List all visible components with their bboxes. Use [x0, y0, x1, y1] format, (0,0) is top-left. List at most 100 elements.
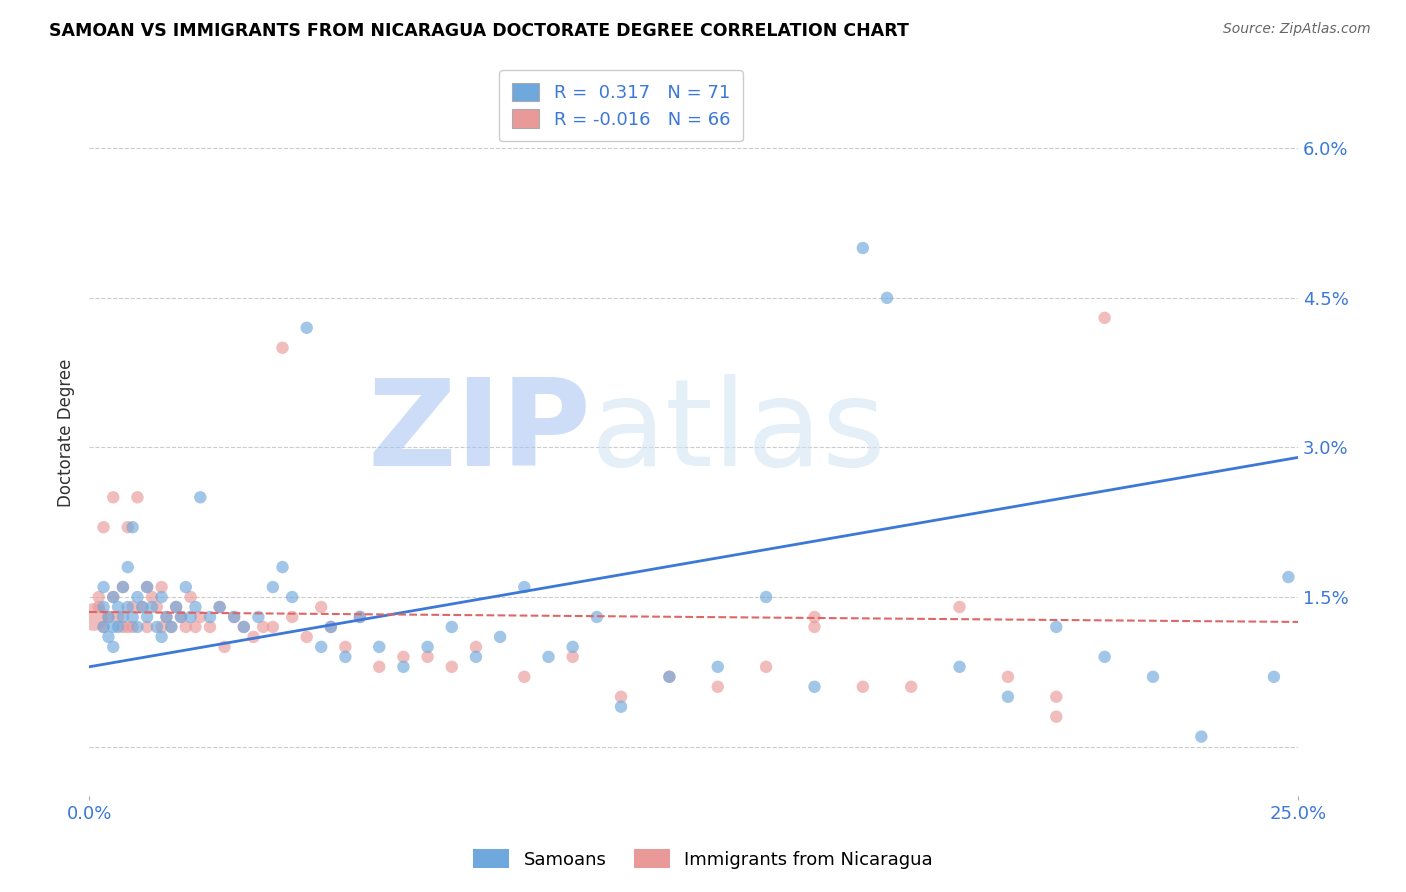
Point — [281, 610, 304, 624]
Point — [160, 620, 183, 634]
Point — [136, 620, 159, 634]
Point — [997, 690, 1019, 704]
Point — [103, 491, 125, 505]
Point — [111, 580, 134, 594]
Point — [803, 680, 825, 694]
Point — [658, 670, 681, 684]
Point — [93, 599, 115, 614]
Point — [1045, 620, 1067, 634]
Point — [97, 610, 120, 624]
Point — [392, 660, 415, 674]
Point — [513, 670, 536, 684]
Point — [440, 620, 463, 634]
Point — [97, 610, 120, 624]
Point — [87, 590, 110, 604]
Y-axis label: Doctorate Degree: Doctorate Degree — [58, 359, 75, 507]
Point — [150, 630, 173, 644]
Point — [416, 640, 439, 654]
Point — [184, 620, 207, 634]
Point — [136, 580, 159, 594]
Point — [103, 590, 125, 604]
Point — [309, 640, 332, 654]
Point — [586, 610, 609, 624]
Point — [174, 620, 197, 634]
Point — [252, 620, 274, 634]
Point — [131, 599, 153, 614]
Point — [107, 620, 129, 634]
Point — [247, 610, 270, 624]
Point — [103, 640, 125, 654]
Point — [141, 590, 163, 604]
Point — [262, 580, 284, 594]
Point — [146, 599, 169, 614]
Point — [1094, 649, 1116, 664]
Point — [127, 620, 149, 634]
Point — [271, 560, 294, 574]
Point — [262, 620, 284, 634]
Point — [121, 599, 143, 614]
Point — [136, 610, 159, 624]
Point — [188, 610, 211, 624]
Point — [335, 649, 357, 664]
Point — [755, 590, 778, 604]
Point — [852, 680, 875, 694]
Point — [876, 291, 898, 305]
Point — [1142, 670, 1164, 684]
Point — [170, 610, 193, 624]
Point — [107, 599, 129, 614]
Point — [335, 640, 357, 654]
Point — [83, 610, 105, 624]
Point — [271, 341, 294, 355]
Point — [170, 610, 193, 624]
Point — [117, 599, 139, 614]
Point — [93, 520, 115, 534]
Point — [111, 580, 134, 594]
Point — [1263, 670, 1285, 684]
Point — [127, 590, 149, 604]
Point — [117, 560, 139, 574]
Point — [852, 241, 875, 255]
Point — [489, 630, 512, 644]
Point — [281, 590, 304, 604]
Text: SAMOAN VS IMMIGRANTS FROM NICARAGUA DOCTORATE DEGREE CORRELATION CHART: SAMOAN VS IMMIGRANTS FROM NICARAGUA DOCT… — [49, 22, 910, 40]
Point — [127, 491, 149, 505]
Point — [165, 599, 187, 614]
Point — [537, 649, 560, 664]
Point — [948, 599, 970, 614]
Point — [1189, 730, 1212, 744]
Point — [561, 640, 583, 654]
Point — [150, 620, 173, 634]
Point — [349, 610, 371, 624]
Point — [610, 699, 633, 714]
Point — [87, 599, 110, 614]
Point — [610, 690, 633, 704]
Point — [561, 649, 583, 664]
Point — [392, 649, 415, 664]
Point — [111, 620, 134, 634]
Point — [121, 520, 143, 534]
Point — [513, 580, 536, 594]
Point — [117, 520, 139, 534]
Point — [1094, 310, 1116, 325]
Point — [117, 620, 139, 634]
Point — [165, 599, 187, 614]
Point — [232, 620, 254, 634]
Point — [180, 610, 202, 624]
Point — [465, 640, 488, 654]
Point — [160, 620, 183, 634]
Point — [706, 680, 728, 694]
Point — [111, 610, 134, 624]
Point — [93, 620, 115, 634]
Point — [103, 590, 125, 604]
Point — [706, 660, 728, 674]
Point — [803, 620, 825, 634]
Point — [319, 620, 342, 634]
Point — [948, 660, 970, 674]
Point — [131, 599, 153, 614]
Legend: R =  0.317   N = 71, R = -0.016   N = 66: R = 0.317 N = 71, R = -0.016 N = 66 — [499, 70, 742, 142]
Point — [242, 630, 264, 644]
Point — [180, 590, 202, 604]
Point — [121, 620, 143, 634]
Point — [319, 620, 342, 634]
Point — [224, 610, 246, 624]
